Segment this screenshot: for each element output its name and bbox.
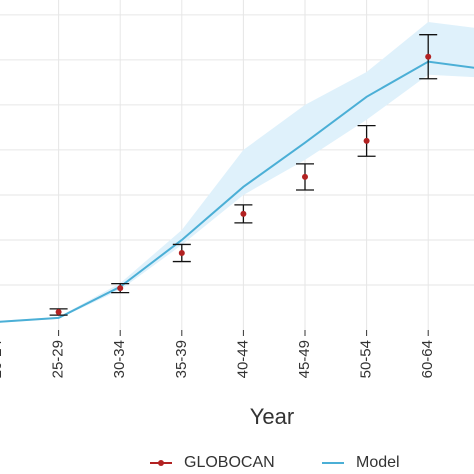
legend-point <box>158 460 164 466</box>
x-tick-label: 30-34 <box>111 340 128 378</box>
legend-label: Model <box>356 454 400 471</box>
x-tick-label: 45-49 <box>296 340 313 378</box>
data-point <box>55 308 62 315</box>
data-point <box>240 210 247 217</box>
x-axis-title: Year <box>250 404 294 429</box>
data-point <box>363 137 370 144</box>
confidence-band <box>0 22 474 323</box>
x-tick-label: 50-54 <box>358 340 375 378</box>
x-tick-label: 40-44 <box>234 340 251 378</box>
x-tick-label: 60-64 <box>419 340 436 378</box>
legend-label: GLOBOCAN <box>184 454 275 471</box>
x-tick-label: 25-29 <box>50 340 67 378</box>
model-line <box>0 60 474 323</box>
data-point <box>425 53 432 60</box>
x-tick-label: 35-39 <box>173 340 190 378</box>
x-tick-label: 20-24 <box>0 340 5 378</box>
data-point <box>178 250 185 257</box>
data-point <box>302 173 308 180</box>
data-point <box>117 285 124 292</box>
